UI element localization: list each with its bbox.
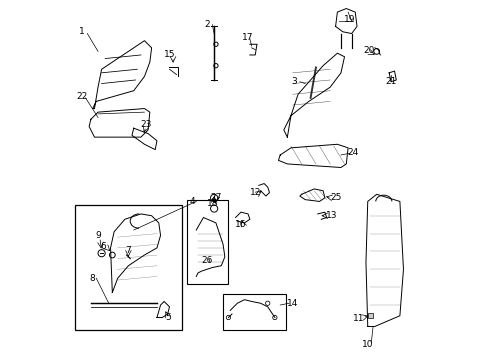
Text: 1: 1 xyxy=(79,27,84,36)
Text: 14: 14 xyxy=(286,299,298,308)
Text: 25: 25 xyxy=(329,193,341,202)
Text: 20: 20 xyxy=(363,46,374,55)
Text: 9: 9 xyxy=(95,231,101,240)
Text: 27: 27 xyxy=(210,193,221,202)
Text: 8: 8 xyxy=(90,274,95,283)
Text: 15: 15 xyxy=(163,50,175,59)
Text: 16: 16 xyxy=(235,220,246,229)
Text: 10: 10 xyxy=(361,340,373,349)
Text: 3: 3 xyxy=(291,77,297,86)
Bar xyxy=(367,313,372,318)
Text: 4: 4 xyxy=(189,197,195,206)
Text: 26: 26 xyxy=(201,256,212,265)
Text: 7: 7 xyxy=(125,246,131,255)
Text: 12: 12 xyxy=(249,188,261,197)
Text: 2: 2 xyxy=(204,20,209,29)
Text: 18: 18 xyxy=(206,199,218,208)
Text: 22: 22 xyxy=(76,91,87,100)
Text: 23: 23 xyxy=(140,120,152,129)
Bar xyxy=(75,205,182,330)
Text: 11: 11 xyxy=(352,314,364,323)
Bar xyxy=(187,200,228,284)
Bar xyxy=(223,294,285,330)
Text: 24: 24 xyxy=(347,148,358,157)
Text: 13: 13 xyxy=(325,211,337,220)
Text: 6: 6 xyxy=(101,242,106,251)
Text: 21: 21 xyxy=(385,77,396,86)
Text: 19: 19 xyxy=(344,15,355,24)
Text: 17: 17 xyxy=(242,33,253,42)
Text: 5: 5 xyxy=(164,313,170,322)
